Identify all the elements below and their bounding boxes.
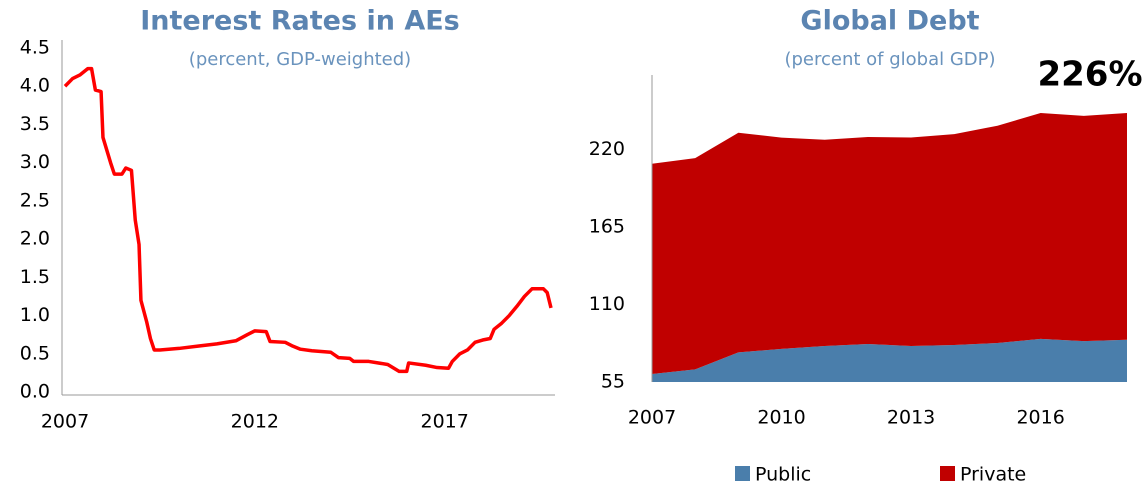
- y-tick-label: 4.5: [20, 37, 50, 59]
- y-tick-label: 110: [589, 293, 625, 315]
- x-tick-label: 2016: [1016, 407, 1064, 429]
- y-tick-label: 55: [601, 371, 625, 393]
- chart-title: Interest Rates in AEs: [140, 6, 459, 37]
- chart-subtitle: (percent of global GDP): [784, 49, 995, 70]
- y-tick-label: 1.0: [20, 304, 50, 326]
- line: [63, 66, 553, 374]
- x-tick-label: 2007: [628, 407, 676, 429]
- legend-label: Private: [960, 464, 1026, 486]
- legend-swatch: [735, 466, 750, 481]
- y-tick-label: 0.0: [20, 381, 50, 403]
- y-tick-label: 220: [589, 138, 625, 160]
- y-tick-label: 2.5: [20, 189, 50, 211]
- x-tick-label: 2013: [887, 407, 935, 429]
- y-tick-label: 2.0: [20, 228, 50, 250]
- y-tick-label: 3.5: [20, 113, 50, 135]
- x-tick-label: 2017: [421, 411, 469, 433]
- x-tick-label: 2012: [231, 411, 279, 433]
- chart-subtitle: (percent, GDP-weighted): [189, 49, 411, 70]
- legend-label: Public: [755, 464, 811, 486]
- x-tick-label: 2010: [757, 407, 805, 429]
- annotation: 226%: [1037, 55, 1142, 95]
- plot-area: [652, 113, 1127, 382]
- y-tick-label: 0.5: [20, 342, 50, 364]
- area: [652, 338, 1127, 382]
- y-tick-label: 1.5: [20, 266, 50, 288]
- legend-swatch: [940, 466, 955, 481]
- area: [652, 113, 1127, 374]
- chart-title: Global Debt: [800, 6, 979, 37]
- x-tick-label: 2007: [41, 411, 89, 433]
- y-tick-label: 4.0: [20, 75, 50, 97]
- y-tick-label: 165: [589, 216, 625, 238]
- y-tick-label: 3.0: [20, 151, 50, 173]
